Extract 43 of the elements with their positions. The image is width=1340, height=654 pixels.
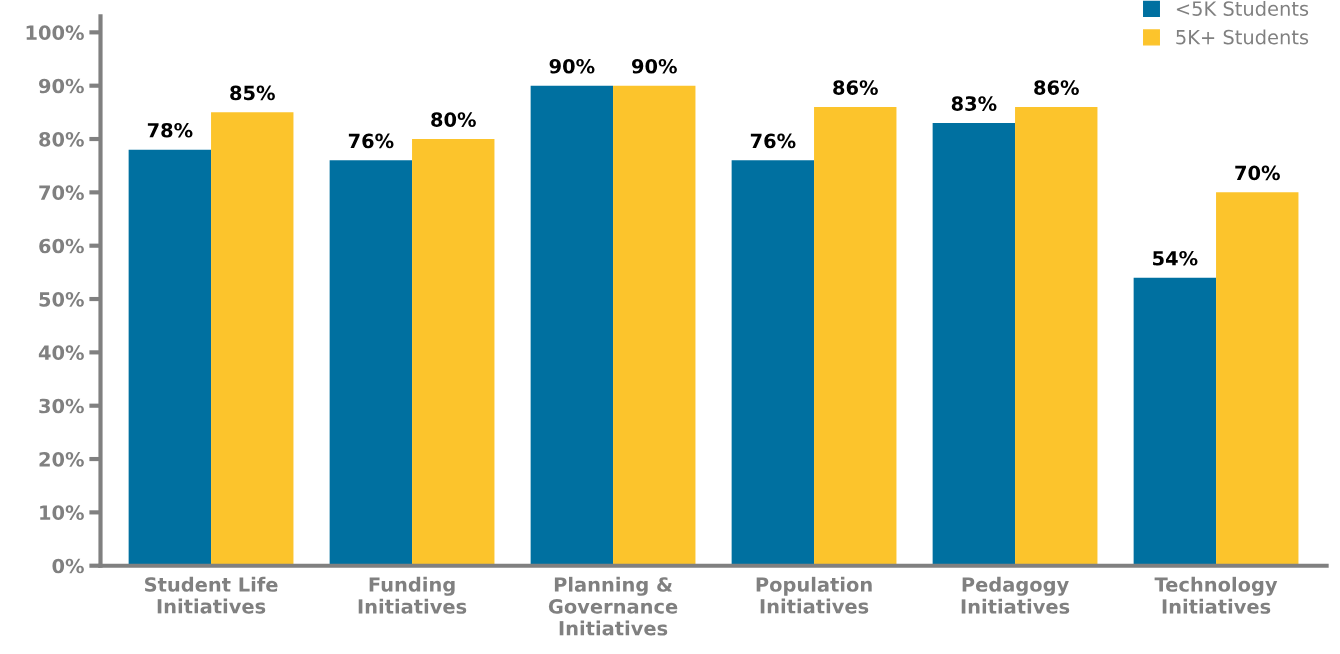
x-tick-label: Technology Initiatives: [1154, 576, 1278, 614]
bar: [1015, 107, 1098, 566]
y-tick-label: 40%: [38, 345, 84, 361]
text: 86%: [833, 80, 878, 95]
bar: [530, 85, 614, 566]
legend-label: <5K Students: [1176, 0, 1309, 16]
bar: [1216, 192, 1299, 566]
text: 90%: [549, 58, 595, 74]
bar: [412, 139, 495, 566]
x-tick-label: Student Life Initiatives: [145, 576, 278, 614]
y-tick-label: 60%: [39, 238, 84, 254]
y-tick-label: 0%: [52, 558, 84, 574]
text: 86%: [1034, 80, 1079, 95]
x-tick-label: Pedagogy Initiatives: [961, 576, 1070, 614]
y-tick-label: 80%: [39, 131, 84, 147]
y-tick-label: 100%: [26, 25, 84, 41]
bar: [329, 160, 413, 566]
text: 90%: [631, 58, 677, 74]
x-tick-label: Population Initiatives: [756, 576, 872, 614]
text: 78%: [147, 122, 193, 138]
text: 54%: [1153, 250, 1198, 266]
bar: [211, 112, 294, 566]
bar: [932, 123, 1016, 566]
y-tick-label: 70%: [39, 185, 84, 201]
y-tick-label: 20%: [39, 451, 84, 467]
bar: [128, 149, 212, 566]
y-tick-label: 90%: [38, 78, 84, 94]
y-tick-label: 30%: [39, 398, 84, 414]
y-tick-label: 50%: [39, 291, 84, 307]
legend-label: 5K+ Students: [1176, 29, 1309, 45]
text: 76%: [750, 133, 796, 149]
text: 83%: [951, 96, 997, 111]
x-tick-label: Funding Initiatives: [358, 576, 467, 614]
text: 76%: [348, 133, 394, 149]
bar: [731, 160, 815, 566]
bar: [1133, 277, 1217, 566]
bar: [814, 107, 897, 566]
bar: [613, 85, 696, 566]
y-tick-label: 10%: [40, 505, 84, 521]
text: 80%: [431, 112, 476, 127]
x-tick-label: Planning & Governance Initiatives: [548, 576, 678, 636]
text: 70%: [1235, 165, 1280, 181]
text: 85%: [230, 85, 275, 101]
